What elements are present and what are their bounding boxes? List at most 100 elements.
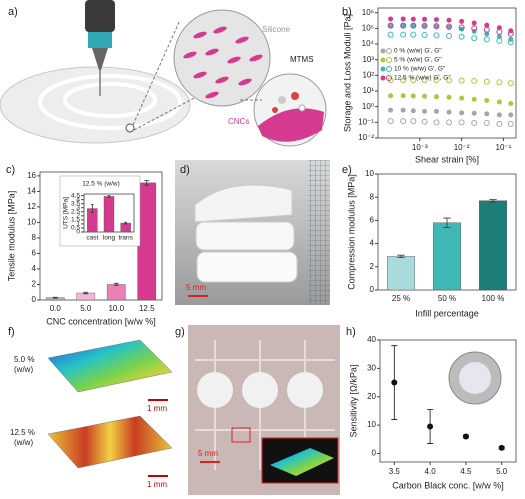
error-bar xyxy=(489,199,497,203)
legend-marker xyxy=(380,57,386,63)
storage-point xyxy=(446,94,452,100)
loss-point xyxy=(496,28,503,35)
x-tick-label: 5.0 xyxy=(80,304,92,313)
loss-point xyxy=(507,120,514,127)
nozzle-tip xyxy=(92,48,108,70)
loss-point xyxy=(433,23,440,30)
printed-ring xyxy=(38,74,182,130)
y-tick-label: 4 xyxy=(32,264,37,273)
legend-marker xyxy=(386,75,392,81)
scale-label: 1 mm xyxy=(147,404,167,413)
y-tick-label: 10 xyxy=(27,218,36,227)
panel-label: e) xyxy=(342,164,352,176)
storage-point xyxy=(422,16,428,22)
y-tick-label: 2 xyxy=(370,262,375,271)
loss-point xyxy=(458,77,465,84)
storage-point xyxy=(496,99,502,105)
storage-point xyxy=(410,108,416,114)
loss-point xyxy=(400,118,407,125)
x-tick-label: 10⁻³ xyxy=(412,143,428,152)
x-tick-label: trans xyxy=(118,235,133,242)
sensor xyxy=(287,372,323,408)
y-tick-label: 0 xyxy=(370,285,375,294)
panel-label: b) xyxy=(342,6,352,18)
y-tick-label: 40 xyxy=(367,335,376,344)
storage-point xyxy=(446,17,452,23)
y-tick-label: 10¹ xyxy=(362,86,374,95)
error-bar xyxy=(83,291,89,295)
storage-point xyxy=(459,110,465,116)
loss-point xyxy=(400,31,407,38)
y-tick-label: 0.5 xyxy=(71,225,80,232)
panel-a: a) Silicone CNCs MTMS xyxy=(0,0,327,147)
legend-marker xyxy=(386,57,392,63)
y-axis-label: Storage and Loss Moduli [Pa] xyxy=(342,14,352,132)
point xyxy=(391,379,398,386)
y-tick-label: 14 xyxy=(27,187,36,196)
y-tick-label: 3.5 xyxy=(71,200,80,207)
storage-point xyxy=(471,20,477,26)
x-tick-label: 50 % xyxy=(438,294,456,303)
panel-g: g) 5 mm xyxy=(175,325,340,495)
panel-label: c) xyxy=(6,164,15,176)
error-bar xyxy=(144,180,150,186)
loss-point xyxy=(446,32,453,39)
loss-point xyxy=(421,118,428,125)
panel-label: f) xyxy=(8,326,15,338)
loss-point xyxy=(433,119,440,126)
loss-point xyxy=(410,31,417,38)
inset-title: 12.5 % (w/w) xyxy=(82,181,120,188)
bar xyxy=(387,256,416,291)
storage-point xyxy=(388,107,394,113)
x-axis-label: CNC concentration [w/w %] xyxy=(46,316,156,326)
storage-point xyxy=(410,23,416,29)
y-tick-label: 2 xyxy=(76,213,80,220)
plot-frame xyxy=(379,339,517,463)
storage-point xyxy=(471,96,477,102)
loss-point xyxy=(483,36,490,43)
error-bar xyxy=(397,254,405,258)
y-tick-label: 10⁰ xyxy=(362,102,374,111)
y-tick-label: 2.5 xyxy=(71,209,80,216)
inset-background xyxy=(59,175,141,247)
storage-point xyxy=(410,16,416,22)
y-tick-label: 0 xyxy=(32,295,37,304)
storage-point xyxy=(459,95,465,101)
loss-point xyxy=(410,22,417,29)
point xyxy=(498,444,505,451)
mtms-molecule xyxy=(272,92,306,113)
storage-point xyxy=(508,112,514,118)
x-tick-label: 10.0 xyxy=(108,304,124,313)
storage-point xyxy=(433,94,439,100)
loss-point xyxy=(458,33,465,40)
loss-point xyxy=(446,23,453,30)
sensor xyxy=(197,372,233,408)
scale-label: 5 mm xyxy=(186,283,206,292)
error-bar xyxy=(107,195,111,198)
y-tick-label: 1.5 xyxy=(71,217,80,224)
y-tick-label: 4 xyxy=(370,239,375,248)
y-tick-label: 10³ xyxy=(362,55,374,64)
legend-label: 12.5 % (w/w) G', G'' xyxy=(394,75,451,82)
storage-point xyxy=(400,23,406,29)
loss-point xyxy=(496,120,503,127)
x-tick-label: long xyxy=(103,235,116,242)
loss-point xyxy=(496,37,503,44)
loss-point xyxy=(421,22,428,29)
plot-frame xyxy=(377,7,517,139)
sample-label: (w/w) xyxy=(14,438,33,447)
loss-point xyxy=(410,118,417,125)
storage-point xyxy=(484,97,490,103)
loss-point xyxy=(471,25,478,32)
x-tick-label: cast xyxy=(86,235,98,242)
sample-label: 5.0 % xyxy=(14,355,34,364)
y-tick-label: 6 xyxy=(32,249,37,258)
bar xyxy=(103,196,115,233)
loss-point xyxy=(471,35,478,42)
error-bar xyxy=(443,217,451,228)
y-tick-label: 10⁴ xyxy=(362,39,375,48)
legend-marker xyxy=(380,66,386,72)
mtms-label: MTMS xyxy=(290,55,314,64)
point xyxy=(462,433,469,440)
